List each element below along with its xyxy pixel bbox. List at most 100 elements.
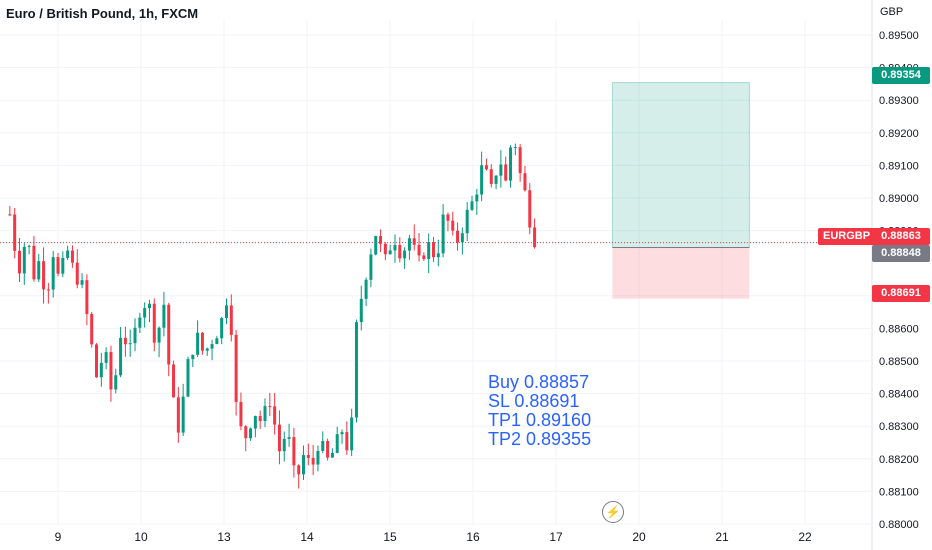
position-zones (0, 82, 872, 299)
candle-body (61, 257, 65, 274)
y-tick-label: 0.88000 (879, 519, 919, 531)
candle-body (311, 457, 315, 465)
candle-body (379, 236, 383, 244)
candle-body (431, 242, 435, 258)
candle-body (499, 164, 503, 176)
candle-body (90, 313, 94, 345)
candle-body (451, 220, 455, 231)
candle-body (114, 375, 118, 390)
candle-body (422, 255, 426, 260)
candle-body (489, 169, 493, 184)
candle-body (75, 262, 79, 285)
candle-body (306, 455, 310, 458)
candle-body (22, 246, 26, 274)
note-buy: Buy 0.88857 (488, 372, 590, 392)
y-tick-label: 0.88200 (879, 454, 919, 466)
candle-body (494, 175, 498, 184)
candle-body (345, 432, 349, 451)
y-tick-label: 0.89100 (879, 160, 919, 172)
candle-body (70, 250, 74, 263)
x-tick-label: 9 (55, 530, 62, 544)
x-tick-label: 21 (715, 530, 729, 544)
candle-body (8, 214, 12, 216)
candle-body (292, 437, 296, 466)
trade-note: Buy 0.88857 SL 0.88691 TP1 0.89160 TP2 0… (488, 373, 591, 449)
candle-body (172, 364, 176, 398)
candle-body (484, 165, 488, 170)
candle-body (210, 344, 214, 349)
x-tick-label: 10 (134, 530, 148, 544)
candle-body (263, 406, 267, 421)
candle-body (123, 337, 127, 345)
candle-body (205, 348, 209, 351)
candle-body (13, 214, 17, 251)
last-price-tag: 0.88863 (872, 228, 930, 245)
candle-body (359, 298, 363, 323)
candle-body (427, 242, 431, 260)
candle-body (46, 289, 50, 291)
y-tick-label: 0.88500 (879, 356, 919, 368)
candle-body (157, 327, 161, 343)
candle-body (374, 236, 378, 255)
candle-body (393, 245, 397, 251)
candle-body (316, 450, 320, 465)
candle-body (398, 245, 402, 259)
candle-body (533, 227, 537, 248)
entry-price-tag: 0.88848 (872, 245, 930, 262)
y-tick-label: 0.88400 (879, 389, 919, 401)
note-tp1: TP1 0.89160 (488, 410, 592, 430)
candles (8, 143, 537, 489)
candle-body (282, 438, 286, 452)
chart-title: Euro / British Pound, 1h, FXCM (6, 6, 199, 21)
candle-body (287, 437, 291, 439)
candle-body (513, 147, 517, 149)
y-tick-label: 0.88100 (879, 486, 919, 498)
candle-body (119, 337, 123, 376)
candle-body (446, 214, 450, 221)
candle-body (335, 434, 339, 453)
candle-body (330, 452, 334, 458)
candle-body (27, 245, 31, 247)
lightning-icon[interactable]: ⚡ (602, 501, 624, 523)
y-tick-label: 0.89500 (879, 30, 919, 42)
stop-zone (612, 247, 750, 299)
candle-body (133, 327, 137, 344)
y-tick-label: 0.89200 (879, 128, 919, 140)
candle-body (403, 250, 407, 259)
candle-body (460, 233, 464, 243)
candle-body (99, 362, 103, 378)
candle-body (350, 417, 354, 451)
note-tp2: TP2 0.89355 (488, 429, 592, 449)
x-tick-label: 20 (632, 530, 646, 544)
candle-body (417, 244, 421, 256)
candle-body (32, 245, 36, 280)
candle-body (162, 304, 166, 328)
candle-body (354, 322, 358, 418)
candle-body (176, 397, 180, 433)
candle-body (239, 401, 243, 427)
x-tick-label: 22 (798, 530, 812, 544)
candle-body (234, 334, 238, 402)
candle-body (224, 305, 228, 319)
candle-body (109, 352, 113, 390)
candle-body (152, 303, 156, 343)
candle-body (229, 305, 233, 335)
candle-body (17, 250, 21, 274)
candle-body (147, 303, 151, 309)
note-sl: SL 0.88691 (488, 391, 580, 411)
candle-body (388, 250, 392, 255)
candle-body (249, 428, 253, 439)
candle-body (321, 441, 325, 451)
candle-body (383, 243, 387, 255)
candle-body (436, 253, 440, 258)
x-tick-label: 13 (217, 530, 231, 544)
time-axis: 9 10 13 14 15 16 17 20 21 22 (55, 530, 812, 544)
candle-body (340, 432, 344, 435)
target-zone (611, 82, 750, 249)
candle-body (268, 406, 272, 408)
candle-body (465, 209, 469, 234)
candle-body (509, 147, 513, 181)
candle-body (480, 165, 484, 195)
candle-body (37, 261, 41, 280)
candle-body (51, 257, 55, 290)
